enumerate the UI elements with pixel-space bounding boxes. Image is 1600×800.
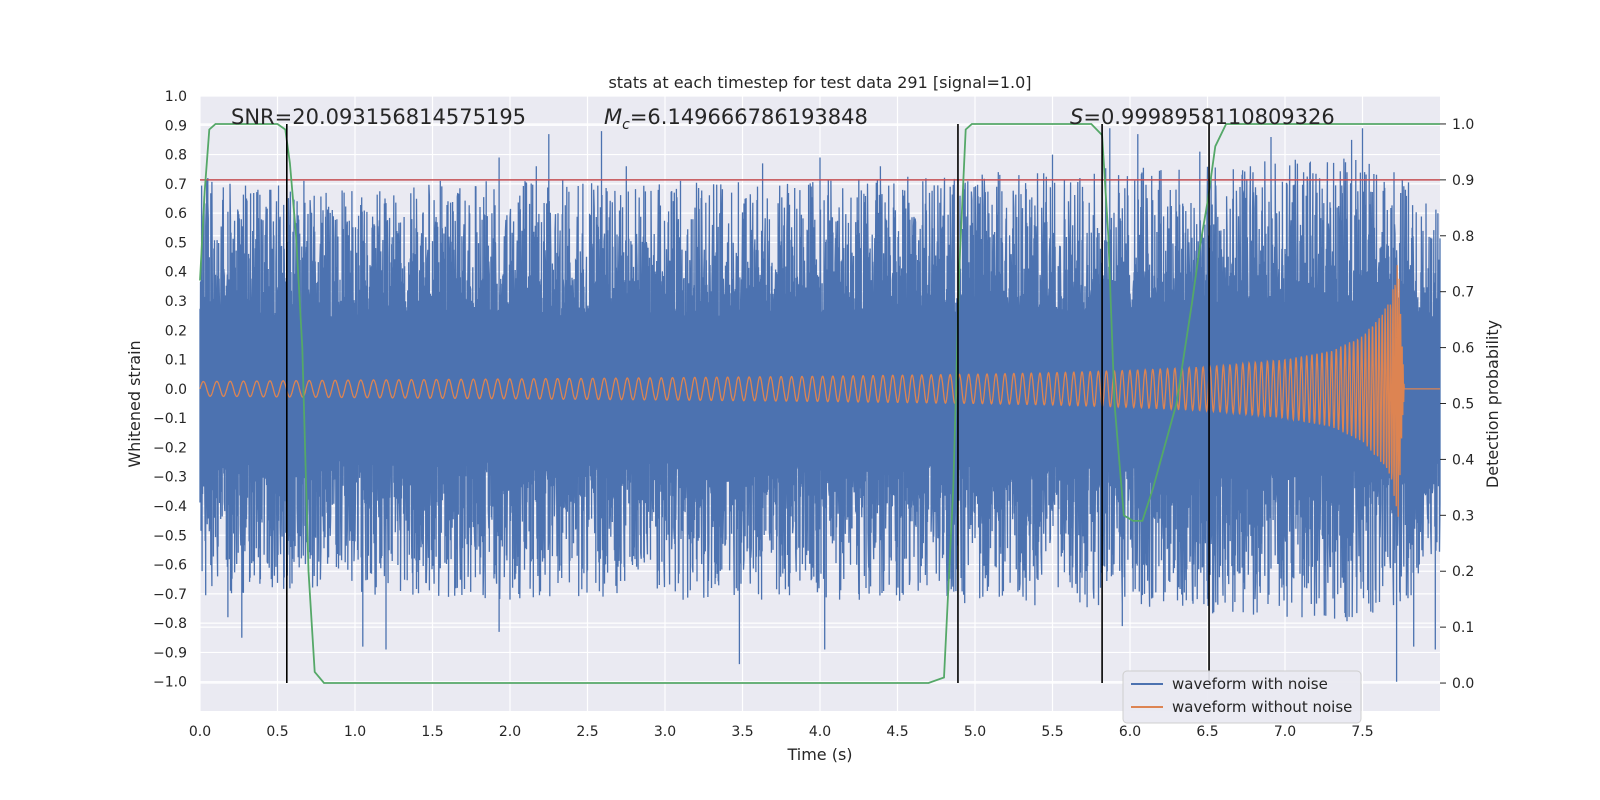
y2-tick-label: 0.2	[1452, 564, 1474, 580]
chirp-mass-subscript: c	[622, 117, 630, 133]
x-tick-label: 0.0	[189, 724, 211, 740]
x-tick-label: 6.5	[1196, 724, 1218, 740]
y-tick-label: 0.0	[165, 382, 187, 398]
y2-tick-label: 0.5	[1452, 397, 1474, 413]
y-tick-label: 0.2	[165, 323, 187, 339]
marker-lines	[285, 123, 1210, 684]
x-tick-label: 4.0	[809, 724, 831, 740]
x-tick-label: 1.5	[421, 724, 443, 740]
legend-box	[1122, 670, 1362, 724]
y2-tick-label: 0.1	[1452, 620, 1474, 636]
y-tick-labels: 1.0 0.9 0.8 0.7 0.6 0.5 0.4 0.3 0.2 0.1 0.0 −0.1 −0.…	[153, 89, 187, 691]
y-tick-label: 0.4	[165, 265, 187, 281]
s-annotation: S=0.9998958110809326	[1070, 105, 1335, 129]
y2-tick-label: 0.0	[1452, 676, 1474, 692]
y2-tick-label: 0.3	[1452, 508, 1474, 524]
y-tick-label: 0.8	[165, 148, 187, 164]
y2-tick-label: 0.7	[1452, 285, 1474, 301]
y-tick-label: −1.0	[153, 675, 187, 691]
x-axis-label: Time (s)	[786, 745, 852, 764]
y-tick-label: −0.8	[153, 616, 187, 632]
y2-tick-labels: 1.0 0.9 0.8 0.7 0.6 0.5 0.4 0.3 0.2 0.1 0.0	[1440, 117, 1474, 692]
y-tick-label: 0.3	[165, 294, 187, 310]
x-tick-label: 6.0	[1119, 724, 1141, 740]
y-tick-label: −0.9	[153, 645, 187, 661]
x-tick-label: 2.5	[576, 724, 598, 740]
x-tick-label: 7.0	[1274, 724, 1296, 740]
y-tick-label: −0.3	[153, 470, 187, 486]
y2-tick-label: 0.8	[1452, 229, 1474, 245]
clean-waveform-layer	[199, 265, 1440, 517]
x-tick-label: 0.5	[266, 724, 288, 740]
y2-tick-label: 1.0	[1452, 117, 1474, 133]
x-tick-label: 5.0	[964, 724, 986, 740]
x-tick-labels: 0.0 0.5 1.0 1.5 2.0 2.5 3.0 3.5 4.0 4.5 5.0 5.5 6.0 6…	[189, 724, 1374, 740]
s-symbol: S	[1070, 105, 1083, 129]
y2-tick-label: 0.4	[1452, 452, 1474, 468]
y-tick-label: −0.6	[153, 558, 187, 574]
y-axis-label: Whitened strain	[125, 340, 144, 467]
y-tick-label: −0.2	[153, 440, 187, 456]
chirp-mass-annotation: Mc=6.149666786193848	[604, 105, 868, 133]
legend: waveform with noise waveform without noi…	[1122, 670, 1362, 724]
legend-label-noise: waveform with noise	[1172, 675, 1328, 693]
y-tick-label: −0.1	[153, 411, 187, 427]
y-tick-label: 0.5	[165, 235, 187, 251]
y-tick-label: 1.0	[165, 89, 187, 105]
s-value: =0.9998958110809326	[1083, 105, 1334, 129]
noise-waveform-layer	[199, 128, 1441, 682]
y2-tick-label: 0.9	[1452, 173, 1474, 189]
x-tick-label: 1.0	[344, 724, 366, 740]
y-tick-label: −0.7	[153, 587, 187, 603]
probability-layer	[199, 123, 1440, 684]
y2-tick-label: 0.6	[1452, 341, 1474, 357]
y-tick-label: 0.6	[165, 206, 187, 222]
y-tick-label: 0.7	[165, 177, 187, 193]
clean-waveform-line	[199, 265, 1440, 517]
chart-title: stats at each timestep for test data 291…	[608, 73, 1031, 92]
x-tick-label: 7.5	[1351, 724, 1373, 740]
x-tick-label: 3.0	[654, 724, 676, 740]
legend-label-clean: waveform without noise	[1172, 698, 1352, 716]
chirp-mass-symbol: M	[604, 105, 622, 129]
detection-probability-line	[199, 123, 1440, 684]
x-tick-label: 4.5	[886, 724, 908, 740]
y-tick-label: −0.4	[153, 499, 187, 515]
snr-annotation: SNR=20.093156814575195	[231, 105, 526, 129]
y-tick-label: 0.1	[165, 353, 187, 369]
y-tick-label: 0.9	[165, 118, 187, 134]
x-tick-label: 3.5	[731, 724, 753, 740]
y2-axis-label: Detection probability	[1483, 320, 1502, 488]
chirp-mass-value: =6.149666786193848	[630, 105, 868, 129]
x-tick-label: 2.0	[499, 724, 521, 740]
y-tick-label: −0.5	[153, 528, 187, 544]
noise-waveform-line	[199, 128, 1441, 682]
x-tick-label: 5.5	[1041, 724, 1063, 740]
